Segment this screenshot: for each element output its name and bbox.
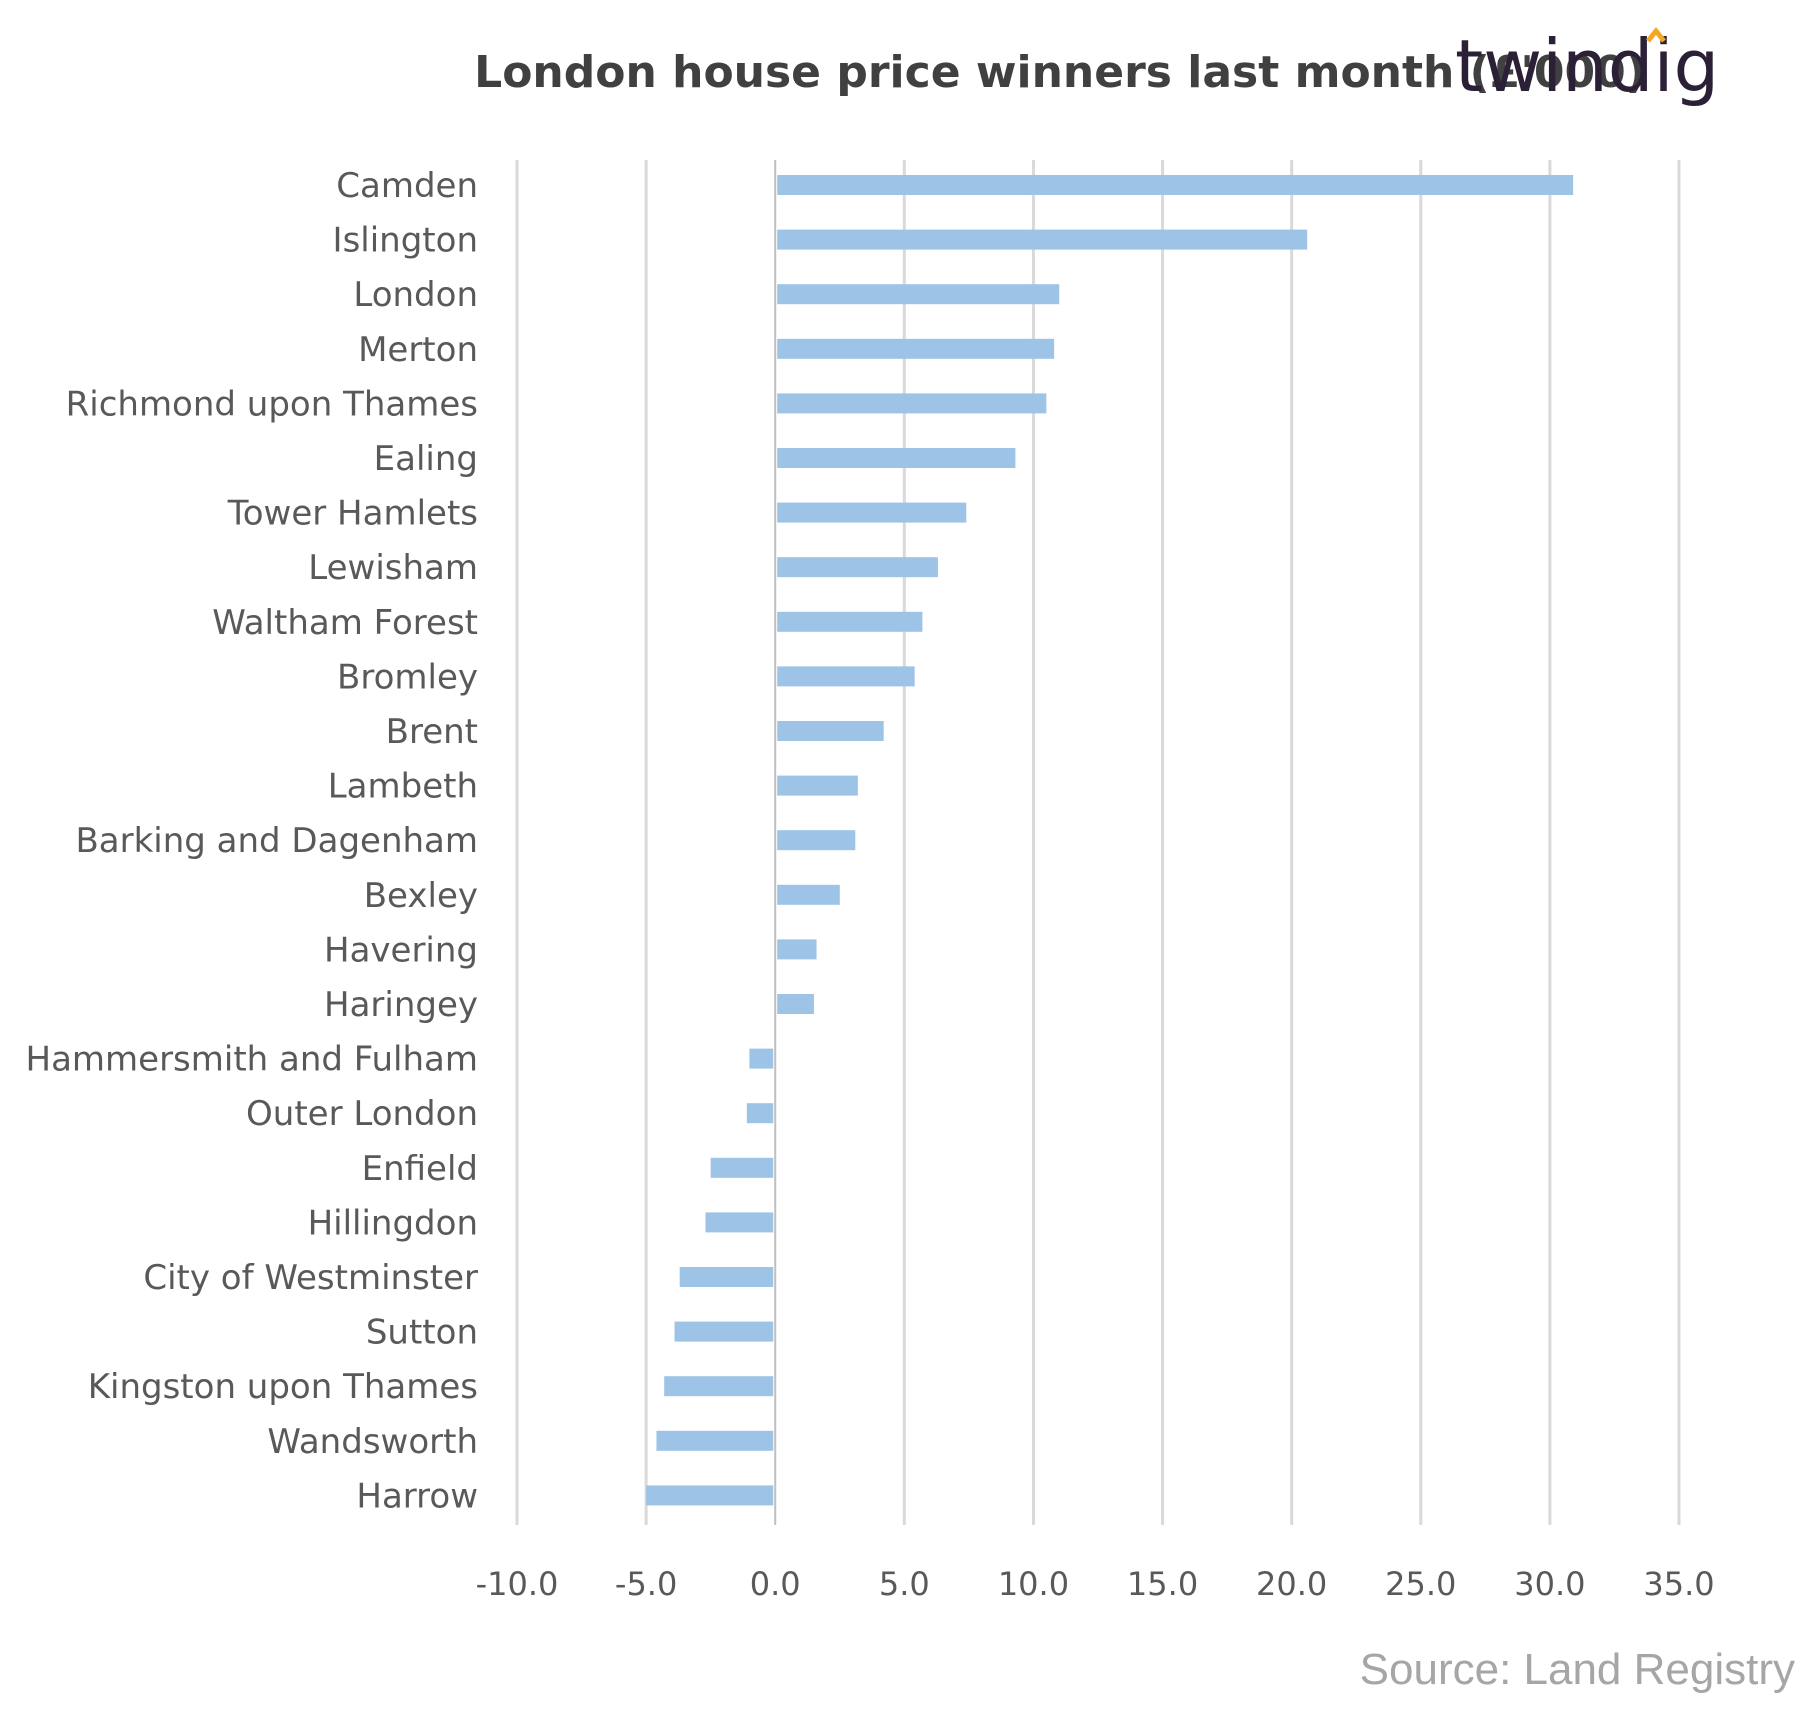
category-label: Bexley — [364, 876, 478, 916]
x-tick-label: 5.0 — [879, 1565, 930, 1603]
x-tick-label: 10.0 — [998, 1565, 1069, 1603]
bar — [746, 1103, 774, 1124]
x-axis-tick-labels: -10.0 -5.0 0.0 5.0 10.0 15.0 20.0 25.0 30.0 35.0 — [476, 1565, 1715, 1603]
x-tick-label: 15.0 — [1127, 1565, 1198, 1603]
bar — [679, 1267, 774, 1287]
x-tick-label: 25.0 — [1385, 1565, 1456, 1603]
bar — [664, 1376, 774, 1397]
category-label: London — [353, 275, 478, 315]
category-label: Islington — [333, 221, 478, 261]
bar — [705, 1212, 774, 1233]
bar — [777, 939, 817, 960]
x-tick-label: 35.0 — [1643, 1565, 1714, 1603]
category-labels: Camden Islington London Merton Richmond upon… — [26, 166, 479, 1516]
bar — [777, 393, 1047, 414]
category-label: Enfield — [362, 1149, 478, 1189]
bar — [777, 775, 858, 796]
bar — [674, 1321, 774, 1342]
logo-text: twindig — [1455, 24, 1719, 108]
category-label: Wandsworth — [267, 1422, 478, 1462]
bar — [777, 611, 923, 632]
category-label: Waltham Forest — [212, 603, 478, 643]
category-label: Hammersmith and Fulham — [26, 1040, 478, 1080]
category-label: Merton — [358, 330, 478, 370]
bar — [777, 284, 1060, 305]
bar — [777, 994, 814, 1014]
category-label: Lewisham — [308, 548, 478, 588]
category-label: Lambeth — [328, 767, 478, 807]
category-label: Havering — [324, 930, 478, 970]
bar — [777, 666, 915, 687]
category-label: Camden — [336, 166, 478, 206]
chart-title: London house price winners last month (£… — [474, 47, 1646, 98]
category-label: Harrow — [356, 1476, 478, 1516]
bar — [777, 229, 1308, 250]
bar — [777, 338, 1055, 359]
category-label: Hillingdon — [308, 1203, 478, 1243]
bar — [777, 448, 1016, 468]
category-label: City of Westminster — [143, 1258, 478, 1298]
logo-accent-icon — [1646, 26, 1666, 43]
category-label: Ealing — [374, 439, 478, 479]
category-label: Sutton — [366, 1313, 478, 1353]
x-tick-label: 0.0 — [750, 1565, 801, 1603]
category-label: Kingston upon Thames — [88, 1367, 478, 1407]
x-tick-label: -5.0 — [615, 1565, 677, 1603]
gridlines — [515, 160, 1681, 1525]
bar — [777, 721, 884, 741]
category-label: Barking and Dagenham — [75, 821, 478, 861]
twindig-logo: twindig — [1455, 24, 1719, 108]
x-tick-label: 30.0 — [1514, 1565, 1585, 1603]
source-note: Source: Land Registry — [1360, 1645, 1795, 1694]
bar — [749, 1048, 774, 1069]
category-label: Tower Hamlets — [227, 494, 478, 534]
bar — [710, 1157, 774, 1178]
bar — [777, 884, 840, 905]
x-tick-label: -10.0 — [476, 1565, 559, 1603]
category-label: Bromley — [337, 657, 478, 697]
bar — [777, 830, 856, 851]
category-label: Brent — [386, 712, 478, 752]
bar — [656, 1430, 774, 1451]
bars — [646, 175, 1574, 1506]
x-tick-label: 20.0 — [1256, 1565, 1327, 1603]
category-label: Outer London — [246, 1094, 478, 1134]
category-label: Richmond upon Thames — [66, 384, 478, 424]
bar — [646, 1485, 774, 1506]
bar — [777, 175, 1574, 195]
category-label: Haringey — [324, 985, 478, 1025]
bar — [777, 557, 938, 578]
bar — [777, 502, 967, 523]
